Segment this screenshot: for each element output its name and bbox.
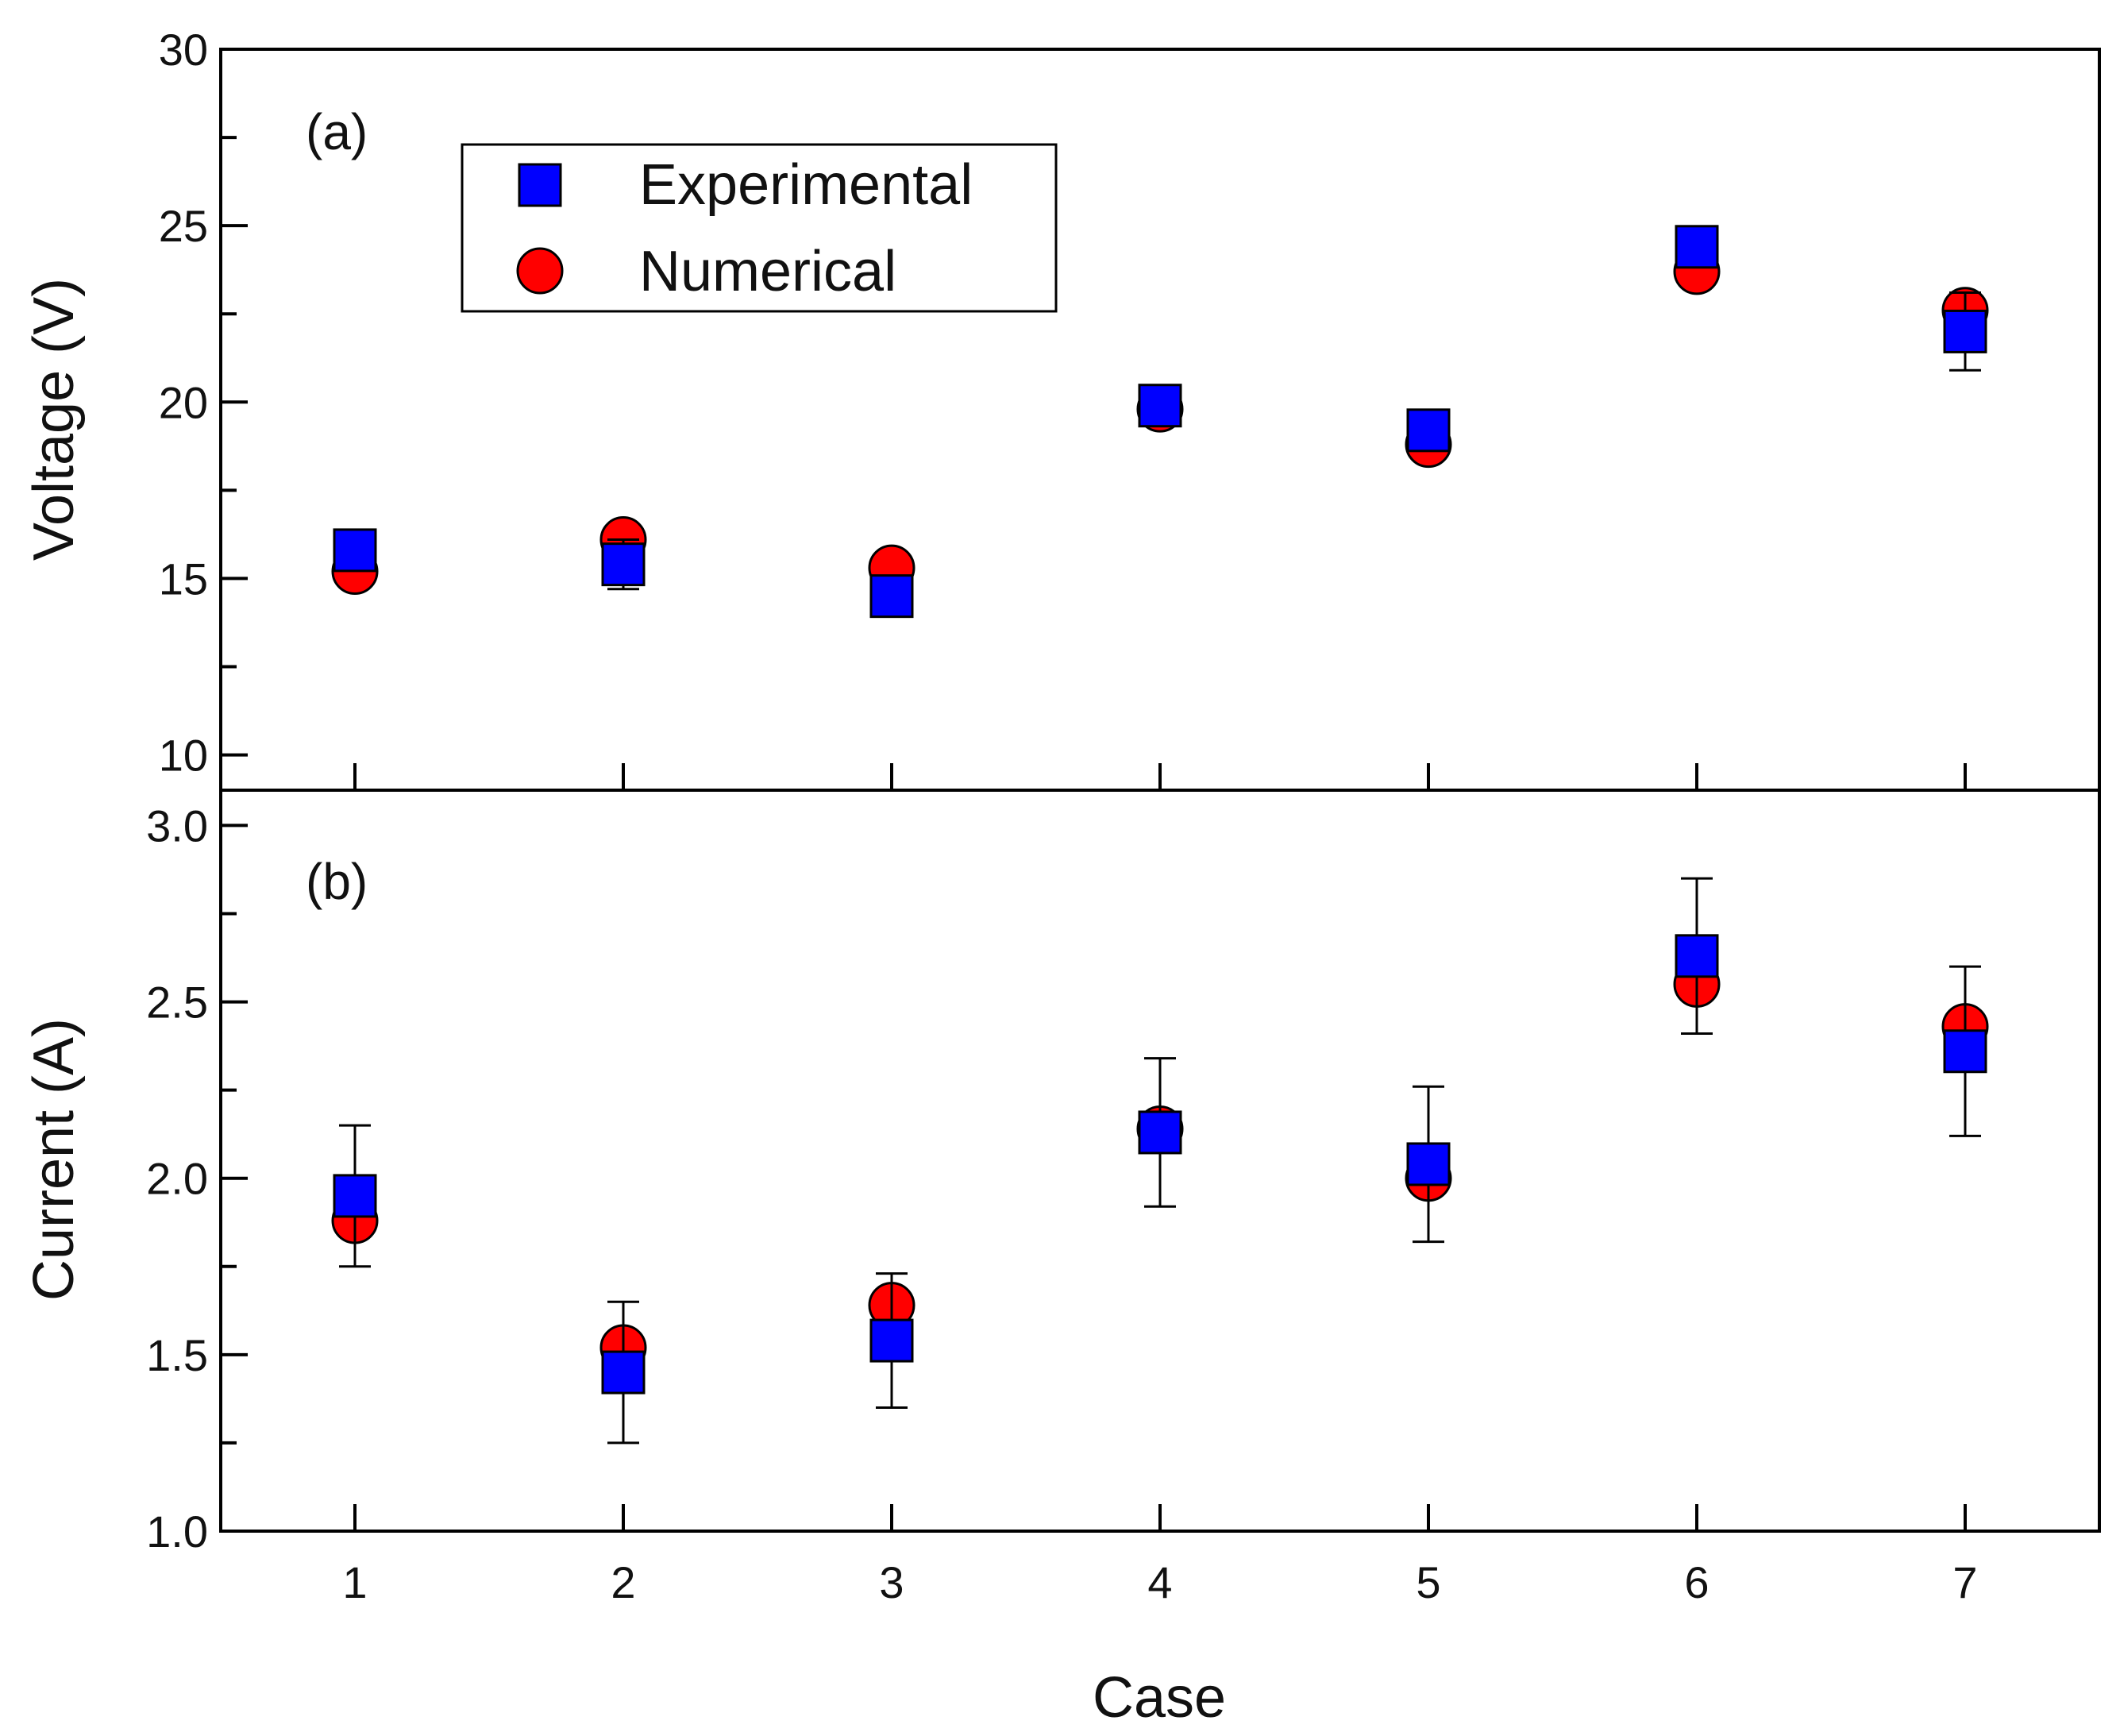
legend-circle-icon [516, 247, 564, 295]
current-experimental-point [869, 1318, 914, 1363]
x-tick-label: 2 [611, 1557, 635, 1607]
current-experimental-point [1675, 934, 1719, 978]
x-tick-label: 6 [1684, 1557, 1709, 1607]
x-axis-title-case: Case [1093, 1666, 1226, 1730]
current-ytick-label: 3.0 [146, 800, 208, 851]
voltage-experimental-point [601, 542, 646, 587]
current-experimental-point [1943, 1029, 1987, 1074]
current-experimental-point [601, 1350, 646, 1395]
current-ytick-label: 2.0 [146, 1154, 208, 1204]
voltage-experimental-point [1943, 309, 1987, 353]
current-experimental-point [1138, 1110, 1182, 1155]
voltage-experimental-point [1138, 384, 1182, 428]
legend-square-icon [518, 163, 562, 207]
current-ytick-label: 1.0 [146, 1506, 208, 1557]
current-ytick-label: 1.5 [146, 1330, 208, 1380]
legend-experimental-label: Experimental [639, 153, 973, 217]
voltage-ytick-label: 10 [159, 731, 208, 781]
voltage-panel: 10 15 20 25 30 (a) Voltage (V) Experimental … [22, 25, 2101, 792]
voltage-ytick-label: 25 [159, 201, 208, 251]
current-panel: 1.0 1.5 2.0 2.5 3.0 1 2 3 4 5 6 7 (b) Current (A) C… [22, 789, 2101, 1730]
legend: Experimental Numerical [461, 143, 1058, 313]
y-axis-title-voltage: Voltage (V) [22, 278, 86, 561]
panel-label-a: (a) [306, 103, 368, 160]
x-tick-label: 1 [342, 1557, 367, 1607]
voltage-experimental-point [1406, 408, 1451, 453]
legend-numerical-label: Numerical [639, 240, 896, 303]
x-tick-label: 7 [1952, 1557, 1977, 1607]
current-experimental-point [333, 1174, 377, 1218]
voltage-experimental-point [869, 574, 914, 619]
voltage-ytick-label: 15 [159, 554, 208, 604]
voltage-ytick-label: 30 [159, 25, 208, 75]
voltage-experimental-point [333, 528, 377, 573]
voltage-ytick-label: 20 [159, 377, 208, 427]
panel-label-b: (b) [306, 853, 368, 910]
y-axis-title-current: Current (A) [22, 1018, 86, 1301]
current-ytick-label: 2.5 [146, 978, 208, 1028]
x-tick-label: 5 [1416, 1557, 1440, 1607]
x-tick-label: 3 [879, 1557, 904, 1607]
voltage-experimental-point [1675, 225, 1719, 269]
x-tick-label: 4 [1147, 1557, 1172, 1607]
current-experimental-point [1406, 1142, 1451, 1186]
